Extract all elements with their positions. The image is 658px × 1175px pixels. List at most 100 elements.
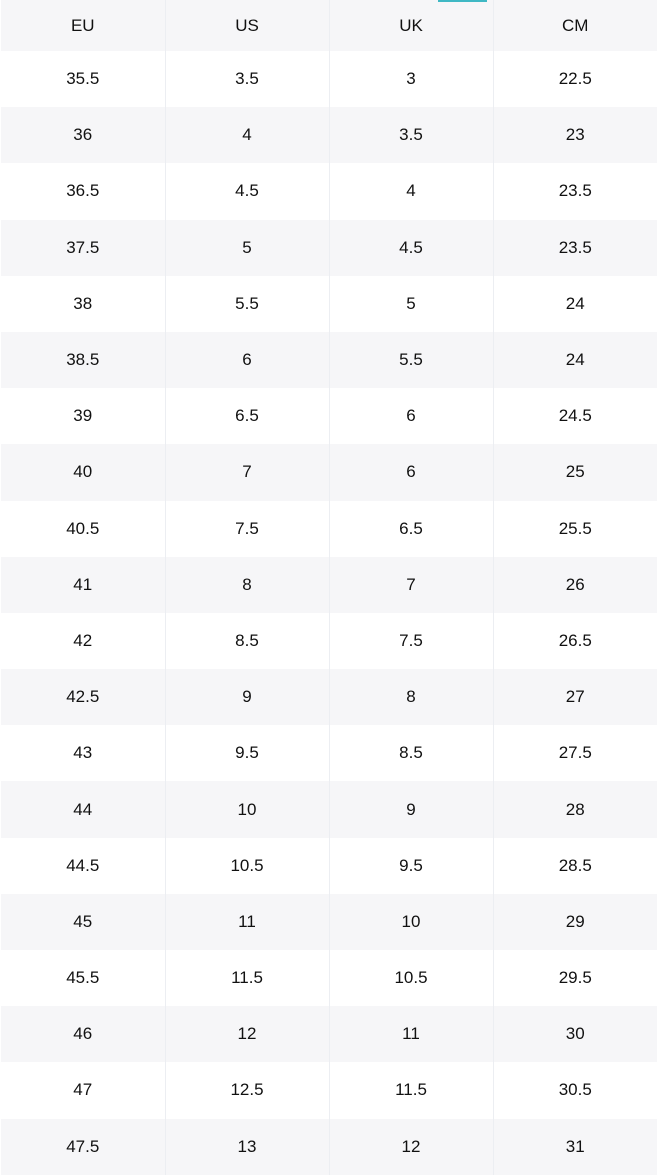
cell-eu: 42.5 (1, 669, 166, 726)
table-row: 39 6.5 6 24.5 (1, 388, 657, 445)
cell-cm: 23.5 (558, 181, 592, 201)
cell-uk: 6 (329, 388, 494, 445)
cell-uk: 5 (329, 275, 494, 332)
cell-uk: 3.5 (329, 107, 494, 164)
cell-uk: 11.5 (329, 1062, 494, 1119)
header-cm: CM (562, 15, 589, 35)
cell-cm: 25.5 (558, 518, 592, 538)
cell-us: 7 (165, 444, 330, 501)
cell-uk: 11 (329, 1006, 494, 1063)
table-header-row: EU US UK CM (1, 0, 657, 51)
cell-cm: 30 (565, 1024, 585, 1044)
cell-uk: 12 (329, 1118, 494, 1175)
cell-us: 7.5 (165, 500, 330, 557)
cell-cm: 26.5 (558, 630, 592, 650)
cell-us: 3.5 (165, 51, 330, 108)
cell-uk: 9 (329, 781, 494, 838)
cell-cm: 31 (565, 1136, 585, 1156)
cell-eu: 47 (1, 1062, 166, 1119)
cell-uk: 5.5 (329, 331, 494, 389)
table-row: 36.5 4.5 4 23.5 (1, 163, 657, 220)
cell-us: 6 (165, 331, 330, 389)
cell-us: 12 (165, 1006, 330, 1063)
table-row: 40.5 7.5 6.5 25.5 (1, 500, 657, 557)
table-row: 41 8 7 26 (1, 556, 657, 613)
cell-cm: 29 (565, 911, 585, 931)
table-row: 44 10 9 28 (1, 781, 657, 838)
cell-cm: 23.5 (558, 237, 592, 257)
table-row: 43 9.5 8.5 27.5 (1, 725, 657, 782)
cell-eu: 47.5 (1, 1118, 166, 1175)
cell-cm: 29.5 (558, 968, 592, 988)
cell-us: 10 (165, 781, 330, 838)
cell-us: 6.5 (165, 388, 330, 445)
cell-us: 9 (165, 669, 330, 726)
cell-uk: 7.5 (329, 612, 494, 670)
table-row: 35.5 3.5 3 22.5 (1, 51, 657, 108)
cell-eu: 35.5 (1, 51, 166, 108)
cell-cm: 28.5 (558, 855, 592, 875)
table-row: 47.5 13 12 31 (1, 1118, 657, 1175)
table-row: 36 4 3.5 23 (1, 107, 657, 164)
cell-uk: 6.5 (329, 500, 494, 557)
cell-us: 8 (165, 556, 330, 613)
cell-eu: 40.5 (1, 500, 166, 557)
cell-us: 5.5 (165, 275, 330, 332)
cell-eu: 41 (1, 556, 166, 613)
cell-uk: 4 (329, 163, 494, 220)
table-row: 37.5 5 4.5 23.5 (1, 219, 657, 276)
cell-us: 5 (165, 219, 330, 276)
header-us: US (165, 0, 330, 51)
cell-eu: 39 (1, 388, 166, 445)
header-eu: EU (1, 0, 166, 51)
cell-us: 11.5 (165, 950, 330, 1007)
table-row: 40 7 6 25 (1, 444, 657, 501)
cell-cm: 27 (565, 687, 585, 707)
cell-cm: 24.5 (558, 406, 592, 426)
cell-eu: 40 (1, 444, 166, 501)
cell-us: 12.5 (165, 1062, 330, 1119)
cell-uk: 7 (329, 556, 494, 613)
table-row: 45 11 10 29 (1, 893, 657, 950)
cell-cm: 30.5 (558, 1080, 592, 1100)
cell-cm: 24 (565, 293, 585, 313)
table-row: 42.5 9 8 27 (1, 669, 657, 726)
cell-eu: 45.5 (1, 950, 166, 1007)
cell-us: 13 (165, 1118, 330, 1175)
cell-uk: 9.5 (329, 837, 494, 894)
cell-eu: 42 (1, 612, 166, 670)
cell-us: 9.5 (165, 725, 330, 782)
table-row: 38 5.5 5 24 (1, 275, 657, 332)
cell-eu: 46 (1, 1006, 166, 1063)
cell-eu: 38.5 (1, 331, 166, 389)
table-row: 38.5 6 5.5 24 (1, 331, 657, 389)
table-row: 42 8.5 7.5 26.5 (1, 612, 657, 670)
cell-us: 8.5 (165, 612, 330, 670)
cell-eu: 37.5 (1, 219, 166, 276)
cell-eu: 45 (1, 893, 166, 950)
table-row: 44.5 10.5 9.5 28.5 (1, 837, 657, 894)
cell-cm: 27.5 (558, 743, 592, 763)
table-row: 46 12 11 30 (1, 1006, 657, 1063)
cell-uk: 10 (329, 893, 494, 950)
cell-uk: 10.5 (329, 950, 494, 1007)
cell-cm: 25 (565, 462, 585, 482)
cell-cm: 24 (565, 350, 585, 370)
cell-eu: 36.5 (1, 163, 166, 220)
cell-us: 4.5 (165, 163, 330, 220)
cell-cm: 26 (565, 574, 585, 594)
cell-us: 11 (165, 893, 330, 950)
header-uk: UK (329, 0, 494, 51)
cell-uk: 4.5 (329, 219, 494, 276)
cell-eu: 36 (1, 107, 166, 164)
cell-eu: 43 (1, 725, 166, 782)
cell-cm: 28 (565, 799, 585, 819)
cell-uk: 3 (329, 51, 494, 108)
cell-cm: 23 (565, 125, 585, 145)
cell-uk: 6 (329, 444, 494, 501)
cell-eu: 44.5 (1, 837, 166, 894)
cell-cm: 22.5 (558, 69, 592, 89)
cell-uk: 8 (329, 669, 494, 726)
active-tab-indicator (438, 0, 487, 2)
